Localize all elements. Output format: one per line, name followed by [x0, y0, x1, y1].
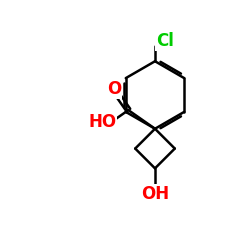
Text: OH: OH: [141, 185, 169, 203]
Text: Cl: Cl: [156, 32, 174, 50]
Text: O: O: [107, 80, 121, 98]
Text: HO: HO: [88, 113, 116, 131]
